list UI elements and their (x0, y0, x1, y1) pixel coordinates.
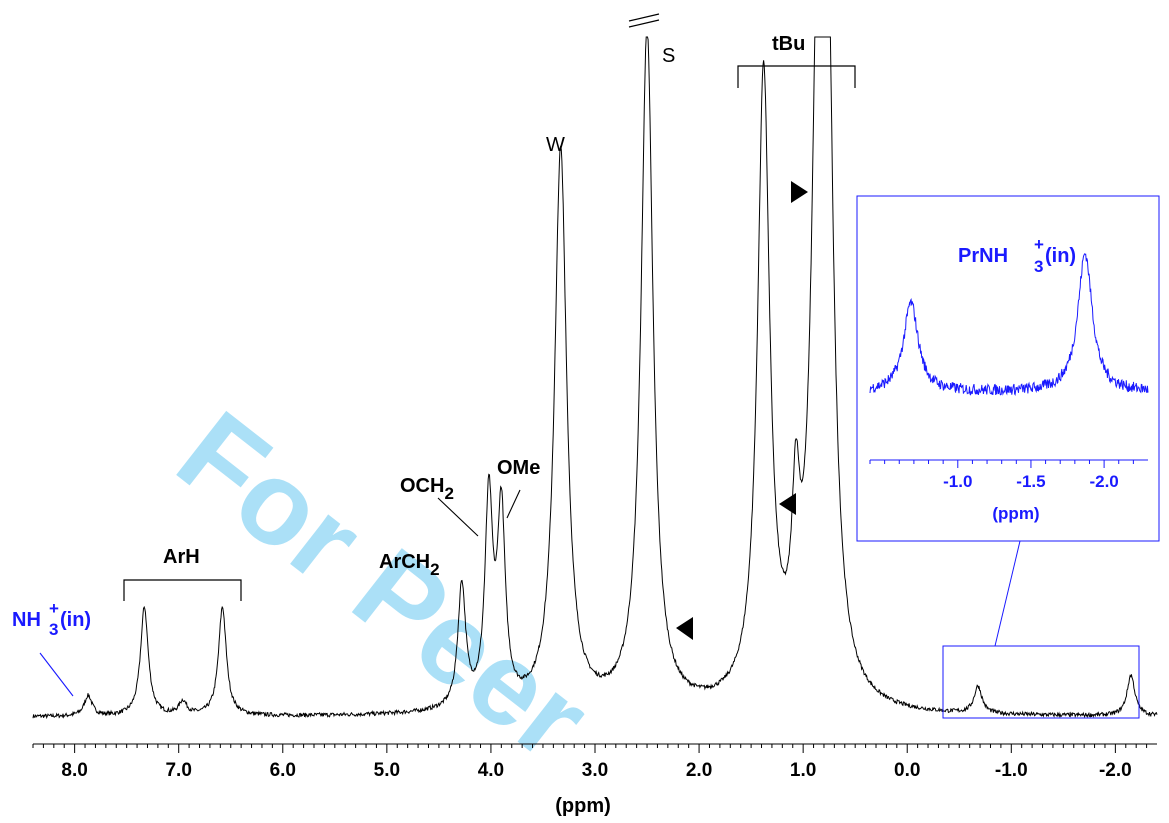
zoom-connector-line (994, 540, 1021, 647)
peak-break-mark (628, 13, 660, 28)
svg-text:NH: NH (12, 609, 41, 631)
inset-x-axis: -1.0 -1.5 -2.0 (869, 459, 1148, 491)
axis-tick-label: 8.0 (61, 760, 87, 781)
tbu-label: tBu (772, 33, 805, 55)
axis-tick-label: -1.0 (943, 472, 972, 491)
zoom-region-box (942, 645, 1140, 719)
inset-frame (856, 195, 1160, 542)
main-x-axis: 8.0 7.0 6.0 5.0 4.0 3.0 2.0 1.0 0.0 -1.0 -2.0 (32, 743, 1157, 781)
inset-spectrum-trace (869, 253, 1149, 397)
axis-tick-label: -2.0 (1099, 760, 1132, 781)
arch2-label: ArCH2 (379, 551, 440, 579)
axis-tick-label: 4.0 (478, 760, 504, 781)
svg-text:(in): (in) (60, 609, 91, 631)
nh3-leader (39, 652, 74, 697)
och2-leader (437, 497, 479, 537)
axis-tick-label: -1.5 (1016, 472, 1045, 491)
svg-text:3: 3 (49, 620, 58, 639)
s-label: S (662, 45, 675, 67)
axis-tick-label: -2.0 (1089, 472, 1118, 491)
svg-text:+: + (1034, 235, 1044, 254)
shoulder-marker-left-upper (779, 493, 796, 515)
axis-tick-label: 0.0 (894, 760, 920, 781)
axis-tick-label: 5.0 (374, 760, 400, 781)
svg-text:PrNH: PrNH (958, 245, 1008, 267)
w-label: W (546, 134, 565, 156)
axis-tick-label: 3.0 (582, 760, 608, 781)
svg-text:(in): (in) (1045, 245, 1076, 267)
arh-bracket (123, 579, 242, 601)
axis-tick-label: 6.0 (270, 760, 296, 781)
axis-tick-label: 2.0 (686, 760, 712, 781)
prnh3-in-label: PrNH + 3 (in) (958, 235, 1076, 276)
main-spectrum-trace (32, 36, 1158, 720)
axis-tick-label: -1.0 (995, 760, 1028, 781)
tbu-bracket (737, 65, 856, 88)
axis-tick-label: 1.0 (790, 760, 816, 781)
arh-label: ArH (163, 546, 200, 568)
ome-label: OMe (497, 457, 540, 479)
och2-label: OCH2 (400, 475, 454, 503)
svg-text:3: 3 (1034, 257, 1043, 276)
watermark-text: For Peer (154, 386, 613, 785)
nh3-in-label: NH + 3 (in) (12, 599, 91, 639)
shoulder-marker-right (791, 181, 808, 203)
inset-x-axis-label: (ppm) (992, 504, 1039, 523)
shoulder-marker-left-lower (676, 617, 693, 640)
svg-text:+: + (49, 599, 59, 618)
ome-leader (506, 489, 521, 519)
axis-tick-label: 7.0 (165, 760, 191, 781)
main-x-axis-label: (ppm) (555, 795, 611, 817)
